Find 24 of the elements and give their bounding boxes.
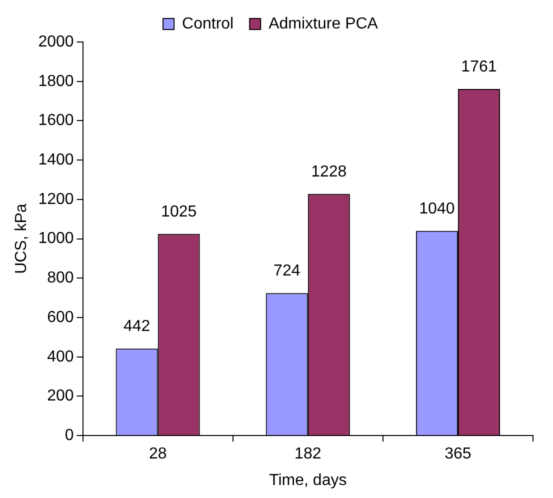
data-label: 442 [123, 318, 150, 336]
x-tick-label: 182 [294, 446, 322, 463]
x-axis-title: Time, days [269, 472, 347, 489]
data-label: 724 [274, 262, 300, 280]
x-tick-label: 28 [148, 446, 167, 463]
y-tick-label: 200 [47, 388, 74, 405]
y-tick-label: 1400 [38, 151, 74, 168]
y-tick-label: 1800 [38, 72, 74, 90]
data-label: 1040 [419, 200, 455, 218]
y-tick-label: 800 [47, 270, 74, 287]
x-tick-label: 365 [444, 446, 472, 463]
legend-label: Admixture PCA [268, 15, 378, 32]
data-label: 1228 [311, 163, 347, 180]
y-tick-label: 1200 [38, 190, 74, 208]
y-tick-label: 1600 [38, 112, 74, 130]
y-tick-label: 2000 [38, 33, 74, 50]
y-tick-label: 400 [47, 348, 74, 366]
y-tick-label: 1000 [38, 230, 74, 248]
y-tick-label: 0 [64, 427, 74, 444]
legend-label: Control [182, 15, 234, 32]
y-axis-title: UCS, kPa [13, 204, 30, 274]
y-tick-label: 600 [47, 308, 74, 326]
data-label: 1761 [461, 58, 497, 76]
data-label: 1025 [161, 203, 197, 220]
